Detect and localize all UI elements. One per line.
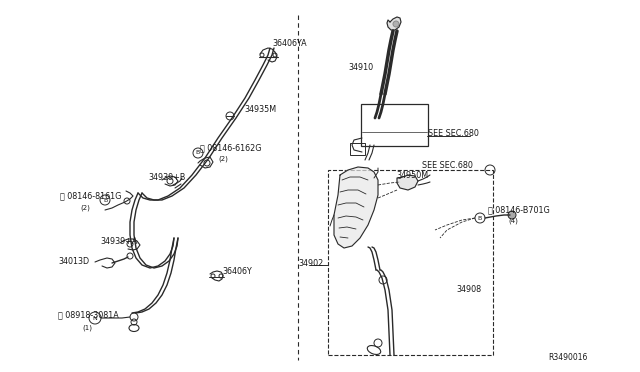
Text: R3490016: R3490016 [548, 353, 588, 362]
Bar [350, 143, 365, 155]
Circle shape [100, 195, 110, 205]
Circle shape [89, 312, 101, 324]
Polygon shape [397, 175, 418, 190]
Text: B: B [196, 151, 200, 155]
Circle shape [475, 213, 485, 223]
Text: (4): (4) [508, 218, 518, 224]
Text: Ⓑ 08146-6162G: Ⓑ 08146-6162G [200, 144, 262, 153]
Circle shape [508, 211, 516, 219]
Text: 34908: 34908 [456, 285, 481, 295]
Text: 36406Y: 36406Y [222, 267, 252, 276]
Text: (2): (2) [80, 205, 90, 211]
Text: SEE SEC.680: SEE SEC.680 [428, 129, 479, 138]
Circle shape [193, 148, 203, 158]
Circle shape [393, 21, 399, 27]
Polygon shape [387, 17, 401, 30]
Text: SEE SEC.680: SEE SEC.680 [422, 161, 473, 170]
Text: 34013D: 34013D [58, 257, 89, 266]
Bar [328, 170, 493, 355]
Text: B: B [103, 198, 107, 202]
Text: (1): (1) [82, 325, 92, 331]
Text: Ⓝ 08918-3081A: Ⓝ 08918-3081A [58, 311, 119, 320]
Polygon shape [334, 167, 378, 248]
Text: 34902: 34902 [298, 259, 323, 267]
Text: B: B [478, 215, 482, 221]
Text: 34950M: 34950M [396, 170, 428, 180]
Text: 34910: 34910 [348, 64, 373, 73]
Text: (2): (2) [218, 156, 228, 162]
Text: 36406YA: 36406YA [272, 39, 307, 48]
Text: Ⓑ 08146-8161G: Ⓑ 08146-8161G [60, 192, 122, 201]
Text: 34939+B: 34939+B [148, 173, 186, 183]
Text: Ⓑ 08146-B701G: Ⓑ 08146-B701G [488, 205, 550, 215]
Text: 34935M: 34935M [244, 106, 276, 115]
Text: N: N [93, 315, 97, 321]
Text: 34939+A: 34939+A [100, 237, 138, 247]
